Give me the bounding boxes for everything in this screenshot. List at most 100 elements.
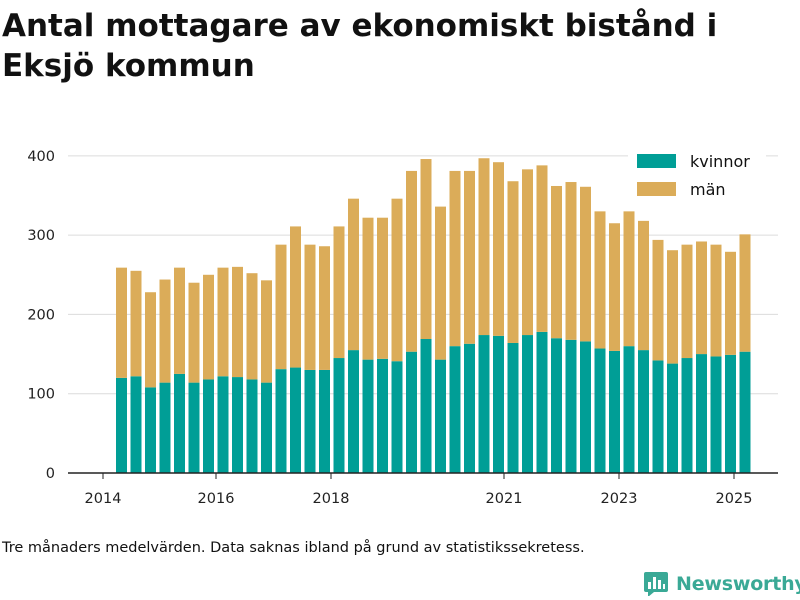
bar-kvinnor [638,350,649,473]
bar-kvinnor [580,341,591,473]
bar-kvinnor [391,361,403,473]
bar-man [464,170,475,344]
newsworthy-bar-chart-logo-icon [644,572,668,596]
bar-kvinnor [188,382,200,473]
bars [116,158,751,473]
bar-kvinnor [710,356,722,473]
bar-man [725,251,736,355]
brand-name: Newsworthy [676,573,800,595]
x-tick-label: 2016 [198,491,235,507]
bar-man [246,273,258,380]
bar-man [290,226,301,368]
bar-man [362,217,374,360]
bar-kvinnor [739,351,751,473]
bar-man [188,282,200,383]
bar-man [217,267,229,377]
bar-kvinnor [246,379,258,473]
axes: 0 100 200 300 400 2014 2016 2018 2021 2023 2025 [27,149,778,507]
bar-man [319,246,330,370]
bar-kvinnor [725,354,736,473]
legend: kvinnor män [628,148,766,206]
bar-kvinnor [449,346,461,473]
bar-man [449,170,461,347]
bar-kvinnor [406,351,417,473]
bar-man [507,181,519,343]
bar-kvinnor [536,331,548,473]
bar-kvinnor [681,358,693,473]
bar-kvinnor [275,369,287,473]
bar-man [304,244,316,370]
bar-kvinnor [696,354,707,473]
bar-kvinnor [652,360,664,473]
bar-man [261,280,272,383]
bar-man [391,198,403,362]
bar-kvinnor [551,338,562,473]
bar-man [406,170,417,352]
bar-kvinnor [507,342,519,473]
bar-man [174,267,185,374]
bar-kvinnor [159,382,171,473]
bar-kvinnor [348,350,359,473]
bar-kvinnor [623,346,635,473]
bar-man [580,186,591,342]
bar-kvinnor [319,369,330,473]
bar-man [333,226,345,359]
bar-kvinnor [565,339,577,473]
bar-kvinnor [594,348,606,473]
bar-man [710,244,722,357]
bar-man [493,162,504,336]
bar-man [522,169,533,336]
bar-kvinnor [130,376,142,473]
bar-man [377,217,388,359]
x-tick-label: 2021 [486,491,523,507]
bar-kvinnor [667,363,678,473]
bar-man [130,270,142,377]
bar-kvinnor [333,358,345,473]
bar-kvinnor [203,379,214,473]
bar-kvinnor [464,343,475,473]
legend-label: män [690,180,726,199]
bar-kvinnor [420,339,432,473]
y-tick-label: 0 [46,466,55,482]
bar-man [638,220,649,351]
y-tick-label: 100 [27,387,55,403]
x-tick-label: 2023 [601,491,638,507]
bar-kvinnor [145,387,156,473]
bar-man [667,250,678,364]
bar-man [435,206,446,360]
bar-kvinnor [116,377,127,473]
bar-man [116,267,127,378]
x-tick-label: 2025 [716,491,753,507]
bar-man [232,266,243,378]
bar-kvinnor [261,382,272,473]
bar-kvinnor [304,369,316,473]
bar-man [681,244,693,359]
bar-man [652,239,664,361]
y-tick-label: 200 [27,307,55,323]
bar-kvinnor [478,335,490,473]
chart-footnote: Tre månaders medelvärden. Data saknas ib… [2,540,585,556]
bar-man [623,211,635,347]
bar-man [696,241,707,355]
y-tick-label: 400 [27,149,55,165]
legend-swatch-kvinnor [637,154,676,168]
newsworthy-logo[interactable]: Newsworthy [644,568,800,600]
bar-man [275,244,287,370]
chart-title: Antal mottagare av ekonomiskt bistånd i … [2,8,718,84]
bar-man [594,211,606,349]
bar-man [348,198,359,351]
bar-kvinnor [174,373,185,473]
bar-man [609,223,620,351]
legend-swatch-man [637,182,676,196]
bar-kvinnor [290,367,301,473]
bar-man [565,182,577,340]
bar-man [536,165,548,332]
bar-man [145,292,156,388]
bar-kvinnor [522,335,533,473]
bar-kvinnor [377,358,388,473]
bar-man [203,274,214,380]
bar-kvinnor [609,350,620,473]
x-tick-label: 2018 [313,491,350,507]
bar-kvinnor [362,359,374,473]
